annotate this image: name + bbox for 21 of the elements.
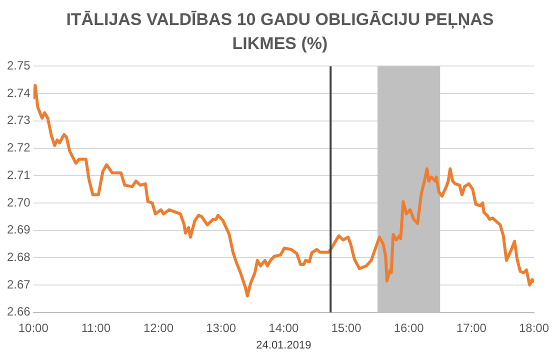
- x-tick-label: 12:00: [144, 320, 174, 335]
- x-tick-label: 18:00: [518, 320, 550, 335]
- y-tick-label: 2.69: [6, 222, 31, 237]
- y-tick-label: 2.66: [6, 304, 31, 319]
- x-axis-title: 24.01.2019: [256, 339, 312, 352]
- y-tick-label: 2.71: [6, 168, 31, 182]
- y-tick-label: 2.70: [6, 195, 31, 210]
- x-tick-label: 17:00: [456, 320, 487, 335]
- y-tick-label: 2.68: [6, 250, 31, 264]
- x-tick-label: 15:00: [331, 320, 362, 335]
- y-tick-label: 2.74: [6, 86, 31, 100]
- y-tick-label: 2.73: [6, 113, 31, 128]
- x-tick-label: 16:00: [394, 320, 424, 335]
- x-tick-label: 13:00: [206, 320, 236, 335]
- y-tick-label: 2.67: [6, 277, 31, 292]
- x-tick-label: 10:00: [18, 320, 49, 335]
- y-tick-label: 2.72: [6, 140, 31, 155]
- x-tick-label: 14:00: [268, 320, 300, 335]
- x-tick-label: 11:00: [81, 320, 111, 335]
- y-tick-label: 2.75: [6, 58, 31, 73]
- chart-title: ITĀLIJAS VALDĪBAS 10 GADU OBLIGĀCIJU PEĻŅAS LIKMES (%): [65, 9, 495, 55]
